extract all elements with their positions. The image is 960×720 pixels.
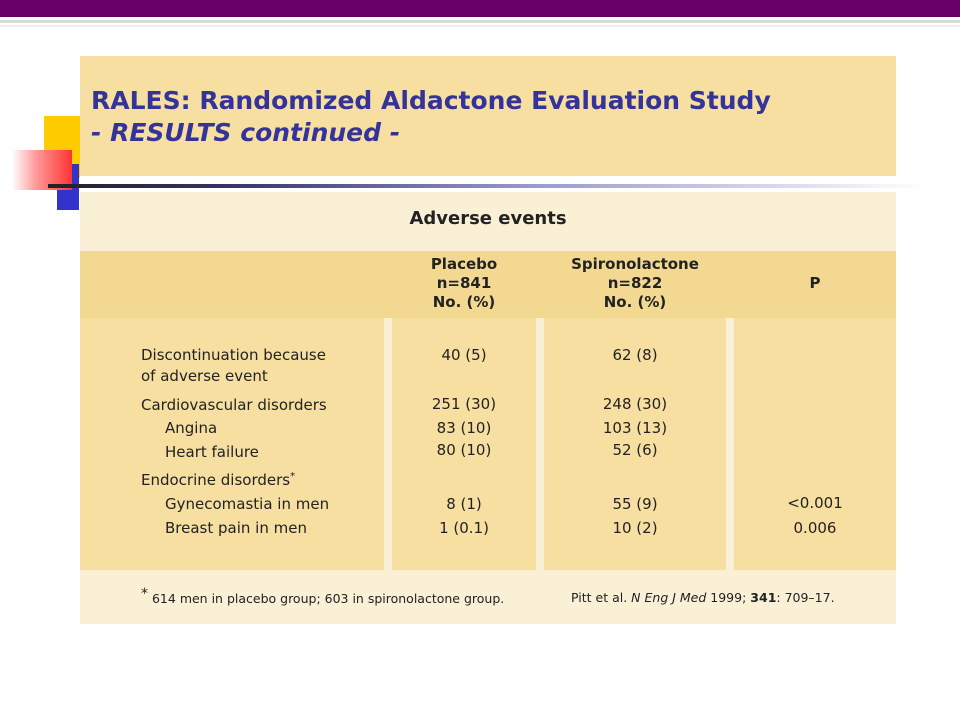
cell-spiro-discontinuation: 62 (8) — [612, 346, 658, 364]
row-label-heart-failure: Heart failure — [165, 443, 259, 461]
cell-spiro-heart-failure: 52 (6) — [612, 441, 658, 459]
header-spironolactone: Spironolactone n=822 No. (%) — [544, 255, 726, 312]
cell-placebo-gynecomastia: 8 (1) — [446, 495, 482, 513]
top-bar — [0, 0, 960, 17]
cell-placebo-heart-failure: 80 (10) — [436, 441, 492, 459]
p-value-column — [734, 318, 896, 570]
header-p-value: P — [809, 274, 821, 292]
cell-spiro-gynecomastia: 55 (9) — [612, 495, 658, 513]
cell-placebo-discontinuation: 40 (5) — [441, 346, 487, 364]
table-header-band — [80, 251, 896, 318]
placebo-column — [392, 318, 536, 570]
table-footnote: * 614 men in placebo group; 603 in spiro… — [141, 586, 504, 606]
citation-year: 1999; — [710, 590, 747, 605]
citation-volume: 341 — [750, 590, 777, 605]
header-spiro-n: n=822 — [607, 274, 663, 292]
citation-authors: Pitt et al. — [571, 590, 628, 605]
header-spiro-name: Spironolactone — [571, 255, 699, 273]
header-placebo-n: n=841 — [436, 274, 492, 292]
label-column — [80, 318, 384, 570]
row-label-angina: Angina — [165, 419, 218, 437]
cell-spiro-cardiovascular: 248 (30) — [602, 395, 668, 413]
top-bar-rule — [0, 20, 960, 23]
footnote-marker: * — [141, 586, 148, 602]
decorative-red-gradient — [12, 150, 72, 190]
slide-title: RALES: Randomized Aldactone Evaluation S… — [91, 86, 771, 115]
title-panel — [80, 56, 896, 176]
slide-subtitle: - RESULTS continued - — [91, 118, 401, 147]
cell-p-gynecomastia: <0.001 — [787, 494, 843, 512]
citation: Pitt et al. N Eng J Med 1999; 341: 709–1… — [571, 590, 835, 605]
cell-p-breast-pain: 0.006 — [793, 519, 837, 537]
citation-journal: N Eng J Med — [631, 590, 707, 605]
header-placebo: Placebo n=841 No. (%) — [392, 255, 536, 312]
row-label-discontinuation-cont: of adverse event — [141, 367, 268, 385]
citation-pages: : 709–17. — [776, 590, 835, 605]
table-section-title: Adverse events — [409, 208, 567, 229]
decorative-gradient-rule — [48, 184, 928, 188]
endocrine-footnote-marker: * — [290, 471, 296, 482]
cell-placebo-cardiovascular: 251 (30) — [431, 395, 497, 413]
cell-placebo-breast-pain: 1 (0.1) — [439, 519, 489, 537]
cell-spiro-breast-pain: 10 (2) — [612, 519, 658, 537]
header-placebo-unit: No. (%) — [432, 293, 496, 311]
header-placebo-name: Placebo — [430, 255, 498, 273]
row-label-discontinuation: Discontinuation because — [141, 346, 326, 364]
top-bar-rule-secondary — [0, 25, 960, 27]
row-label-endocrine-text: Endocrine disorders — [141, 471, 291, 489]
spironolactone-column — [544, 318, 726, 570]
row-label-breast-pain: Breast pain in men — [165, 519, 307, 537]
header-spiro-unit: No. (%) — [603, 293, 667, 311]
row-label-gynecomastia: Gynecomastia in men — [165, 495, 330, 513]
cell-spiro-angina: 103 (13) — [602, 419, 668, 437]
row-label-endocrine: Endocrine disorders* — [141, 471, 295, 489]
row-label-cardiovascular: Cardiovascular disorders — [141, 396, 327, 414]
cell-placebo-angina: 83 (10) — [436, 419, 492, 437]
footnote-text: 614 men in placebo group; 603 in spirono… — [151, 591, 505, 607]
